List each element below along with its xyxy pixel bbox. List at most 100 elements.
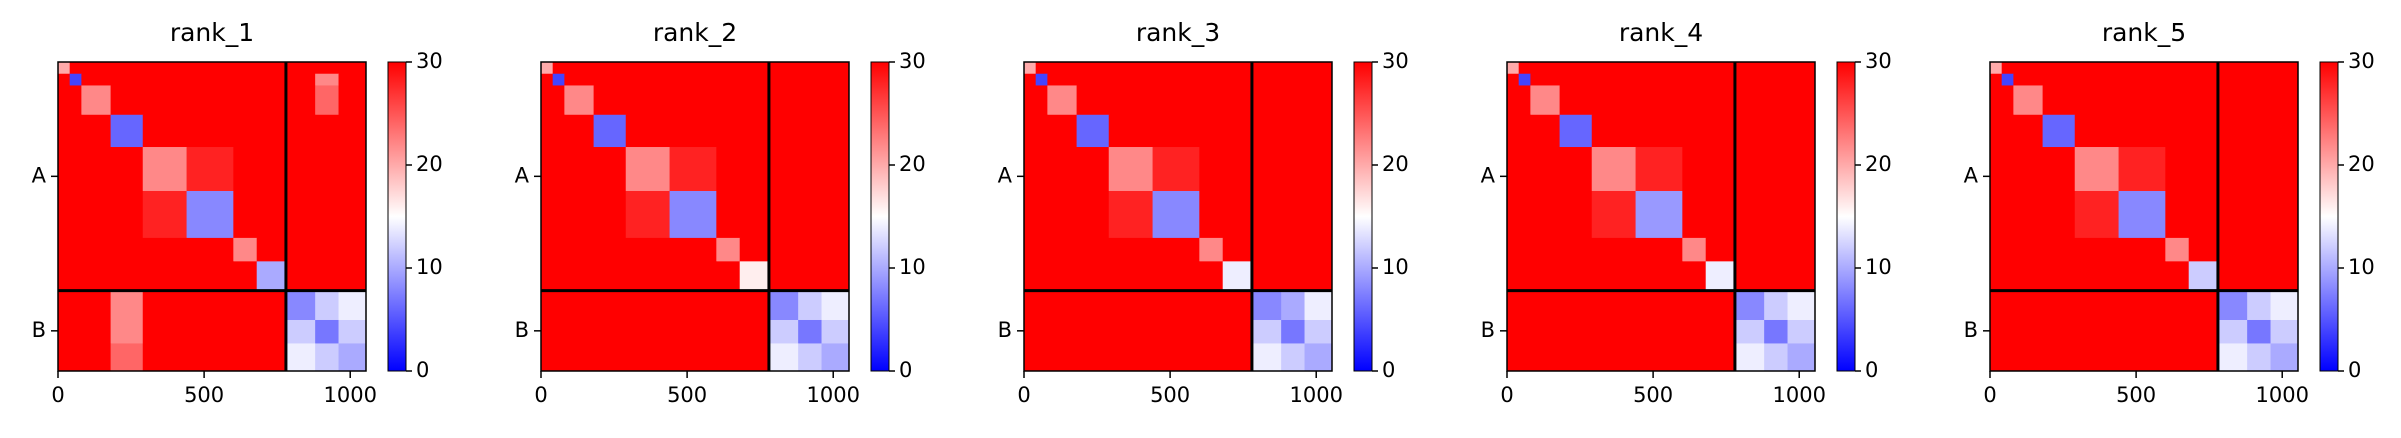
heatmap-cell <box>315 147 340 192</box>
heatmap-cell <box>1024 190 1037 239</box>
heatmap-cell <box>593 62 627 75</box>
heatmap-cell <box>1047 85 1078 116</box>
colorbar <box>387 61 407 372</box>
heatmap-cell <box>233 319 258 344</box>
heatmap-cell <box>285 343 316 372</box>
heatmap-cell <box>256 73 287 86</box>
heatmap-cell <box>2001 237 2014 262</box>
heatmap-cell <box>1076 261 1110 292</box>
heatmap-cell <box>110 62 144 75</box>
heatmap-cell <box>186 237 234 262</box>
heatmap-cell <box>669 343 717 372</box>
heatmap-cell <box>1507 190 1520 239</box>
heatmap-cell <box>1035 114 1048 148</box>
y-tick-label: B <box>32 318 46 342</box>
heatmap-cell <box>1764 290 1789 321</box>
heatmap-cell <box>1281 290 1306 321</box>
heatmap-cell <box>593 190 627 239</box>
heatmap-cell <box>233 73 258 86</box>
heatmap-cell <box>564 147 595 192</box>
heatmap-cell <box>1304 62 1333 75</box>
heatmap-cell <box>1281 190 1306 239</box>
heatmap-cell <box>2217 190 2248 239</box>
heatmap-cell <box>256 62 287 75</box>
heatmap-cell <box>739 319 770 344</box>
heatmap-cell <box>541 343 554 372</box>
heatmap-cell <box>110 190 144 239</box>
heatmap-cell <box>564 62 595 75</box>
colorbar-tick-label: 20 <box>2348 152 2375 176</box>
heatmap-cell <box>81 62 112 75</box>
y-tick-label: B <box>1964 318 1978 342</box>
heatmap-cell <box>2270 85 2299 116</box>
heatmap-cell <box>1024 85 1037 116</box>
heatmap-cell <box>69 343 82 372</box>
heatmap-cell <box>768 190 799 239</box>
heatmap-cell <box>1559 261 1593 292</box>
heatmap-cell <box>2001 147 2014 192</box>
heatmap-cell <box>1035 261 1048 292</box>
heatmap-cell <box>2118 290 2166 321</box>
heatmap-cell <box>798 190 823 239</box>
heatmap-cell <box>1682 62 1707 75</box>
heatmap-cell <box>798 343 823 372</box>
heatmap-cell <box>2013 62 2044 75</box>
heatmap-cell <box>1251 237 1282 262</box>
heatmap-cell <box>2247 343 2272 372</box>
heatmap-cell <box>142 190 188 239</box>
heatmap-cell <box>1787 62 1816 75</box>
heatmap-cell <box>1990 343 2003 372</box>
heatmap-cell <box>1281 147 1306 192</box>
heatmap-cell <box>110 73 144 86</box>
heatmap-cell <box>1024 237 1037 262</box>
heatmap-cell <box>1199 190 1224 239</box>
heatmap-cell <box>593 261 627 292</box>
colorbar <box>2319 61 2339 372</box>
heatmap-cell <box>1518 261 1531 292</box>
heatmap-cell <box>2188 261 2219 292</box>
heatmap-cell <box>1152 85 1200 116</box>
heatmap-cell <box>1518 237 1531 262</box>
heatmap-cell <box>716 343 741 372</box>
colorbar-tick-label: 0 <box>1382 358 1395 382</box>
heatmap-cell <box>186 261 234 292</box>
heatmap-cell <box>2074 114 2120 148</box>
heatmap-cell <box>1705 237 1736 262</box>
heatmap-cell <box>2042 62 2076 75</box>
heatmap-cell <box>552 343 565 372</box>
colorbar-tick-label: 20 <box>1865 152 1892 176</box>
heatmap-cell <box>1990 261 2003 292</box>
heatmap-cell <box>142 73 188 86</box>
heatmap-cell <box>798 73 823 86</box>
heatmap-cell <box>768 73 799 86</box>
heatmap-cell <box>142 114 188 148</box>
heatmap-cell <box>142 343 188 372</box>
heatmap-cell <box>541 62 554 75</box>
x-tick-label: 1000 <box>806 383 859 407</box>
heatmap-cell <box>1024 73 1037 86</box>
heatmap-cell <box>142 319 188 344</box>
heatmap-cell <box>768 237 799 262</box>
heatmap-cell <box>1635 85 1683 116</box>
heatmap-cell <box>2042 147 2076 192</box>
heatmap-cell <box>1682 261 1707 292</box>
heatmap-cell <box>1507 237 1520 262</box>
heatmap-cell <box>1734 114 1765 148</box>
heatmap-cell <box>1047 147 1078 192</box>
heatmap-cell <box>593 237 627 262</box>
heatmap-cell <box>1559 343 1593 372</box>
heatmap-cell <box>2001 343 2014 372</box>
heatmap-cell <box>256 114 287 148</box>
heatmap-cell <box>1507 147 1520 192</box>
heatmap-cell <box>821 319 850 344</box>
heatmap-cell <box>2042 190 2076 239</box>
heatmap-cell <box>81 319 112 344</box>
heatmap-cell <box>2013 343 2044 372</box>
heatmap-cell <box>1705 73 1736 86</box>
heatmap-cell <box>1251 319 1282 344</box>
y-tick-label: A <box>998 163 1013 187</box>
heatmap-cell <box>2013 190 2044 239</box>
heatmap-cell <box>1682 290 1707 321</box>
y-tick-label: A <box>32 163 47 187</box>
heatmap-cell <box>821 85 850 116</box>
